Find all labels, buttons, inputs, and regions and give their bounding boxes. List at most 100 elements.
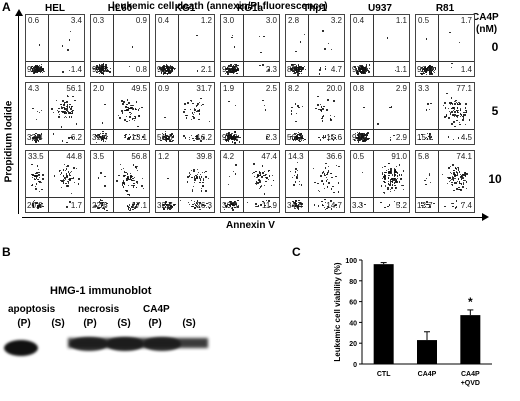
event-dot — [394, 69, 397, 72]
event-dot — [185, 117, 188, 119]
event-dot — [69, 112, 71, 114]
quadrant-value-lr: 14.7 — [326, 201, 342, 210]
event-dot — [463, 111, 465, 113]
event-dot — [459, 123, 461, 126]
event-dot — [166, 73, 168, 75]
event-dot — [238, 141, 241, 143]
event-dot — [54, 175, 56, 177]
event-dot — [62, 178, 65, 180]
event-dot — [235, 70, 237, 72]
event-dot — [38, 44, 41, 46]
event-dot — [74, 99, 76, 101]
event-dot — [357, 141, 359, 143]
event-dot — [420, 134, 423, 136]
event-dot — [264, 204, 266, 207]
event-dot — [294, 67, 296, 69]
event-dot — [63, 163, 66, 166]
event-dot — [103, 71, 105, 74]
event-dot — [31, 184, 33, 187]
event-dot — [317, 182, 319, 185]
event-dot — [65, 116, 68, 118]
event-dot — [388, 171, 390, 173]
event-dot — [99, 67, 101, 69]
event-dot — [324, 201, 326, 204]
event-dot — [168, 137, 170, 139]
event-dot — [100, 137, 103, 140]
quadrant-value-lr: 1.7 — [70, 201, 82, 210]
event-dot — [362, 68, 364, 71]
event-dot — [103, 137, 105, 139]
event-dot — [69, 201, 71, 203]
gate-line-vertical — [113, 151, 114, 212]
event-dot — [65, 182, 67, 185]
event-dot — [101, 65, 103, 67]
event-dot — [226, 71, 228, 73]
event-dot — [167, 72, 169, 75]
event-dot — [391, 174, 394, 177]
event-dot — [66, 101, 68, 103]
event-dot — [129, 136, 132, 138]
event-dot — [425, 71, 427, 74]
quadrant-value-ll: 96.3 — [157, 65, 173, 74]
event-dot — [101, 199, 103, 201]
event-dot — [462, 176, 465, 179]
event-dot — [231, 203, 233, 205]
event-dot — [358, 139, 360, 142]
event-dot — [202, 181, 204, 184]
event-dot — [102, 138, 104, 140]
quadrant-value-lr: 1.4 — [70, 65, 82, 74]
event-dot — [193, 176, 195, 178]
event-dot — [267, 179, 269, 181]
event-dot — [97, 66, 99, 69]
event-dot — [66, 175, 68, 177]
event-dot — [294, 171, 297, 173]
event-dot — [32, 205, 35, 207]
event-dot — [363, 136, 365, 138]
event-dot — [430, 103, 432, 105]
event-dot — [37, 207, 40, 209]
gate-line-horizontal — [416, 61, 474, 62]
event-dot — [36, 110, 38, 113]
event-dot — [226, 132, 229, 134]
quadrant-value-ul: 1.9 — [223, 84, 235, 93]
event-dot — [102, 66, 104, 68]
event-dot — [366, 132, 369, 134]
event-dot — [358, 139, 361, 141]
event-dot — [228, 132, 230, 134]
event-dot — [354, 133, 357, 135]
event-dot — [162, 208, 164, 211]
y-axis-arrow-line — [18, 14, 23, 214]
event-dot — [459, 113, 461, 115]
event-dot — [357, 139, 359, 142]
event-dot — [421, 71, 423, 73]
event-dot — [266, 177, 268, 179]
event-dot — [165, 203, 167, 206]
dose-label: 10 — [488, 172, 502, 186]
event-dot — [38, 205, 41, 207]
event-dot — [200, 177, 202, 180]
event-dot — [296, 207, 299, 210]
event-dot — [317, 104, 319, 106]
event-dot — [260, 51, 262, 54]
event-dot — [103, 71, 105, 73]
event-dot — [35, 141, 38, 143]
event-dot — [321, 110, 323, 112]
event-dot — [232, 138, 234, 141]
event-dot — [390, 172, 392, 174]
event-dot — [104, 185, 106, 187]
event-dot — [433, 71, 435, 73]
category-label: +QVD — [461, 380, 480, 387]
event-dot — [297, 66, 299, 69]
quadrant-value-ur: 77.1 — [456, 84, 472, 93]
event-dot — [99, 136, 101, 138]
event-dot — [190, 99, 192, 101]
event-dot — [186, 114, 188, 116]
event-dot — [168, 68, 170, 70]
event-dot — [396, 172, 399, 174]
event-dot — [198, 109, 200, 111]
event-dot — [428, 65, 431, 67]
quadrant-value-lr: 1.4 — [460, 65, 472, 74]
event-dot — [367, 138, 369, 141]
event-dot — [365, 70, 368, 73]
event-dot — [234, 136, 236, 138]
